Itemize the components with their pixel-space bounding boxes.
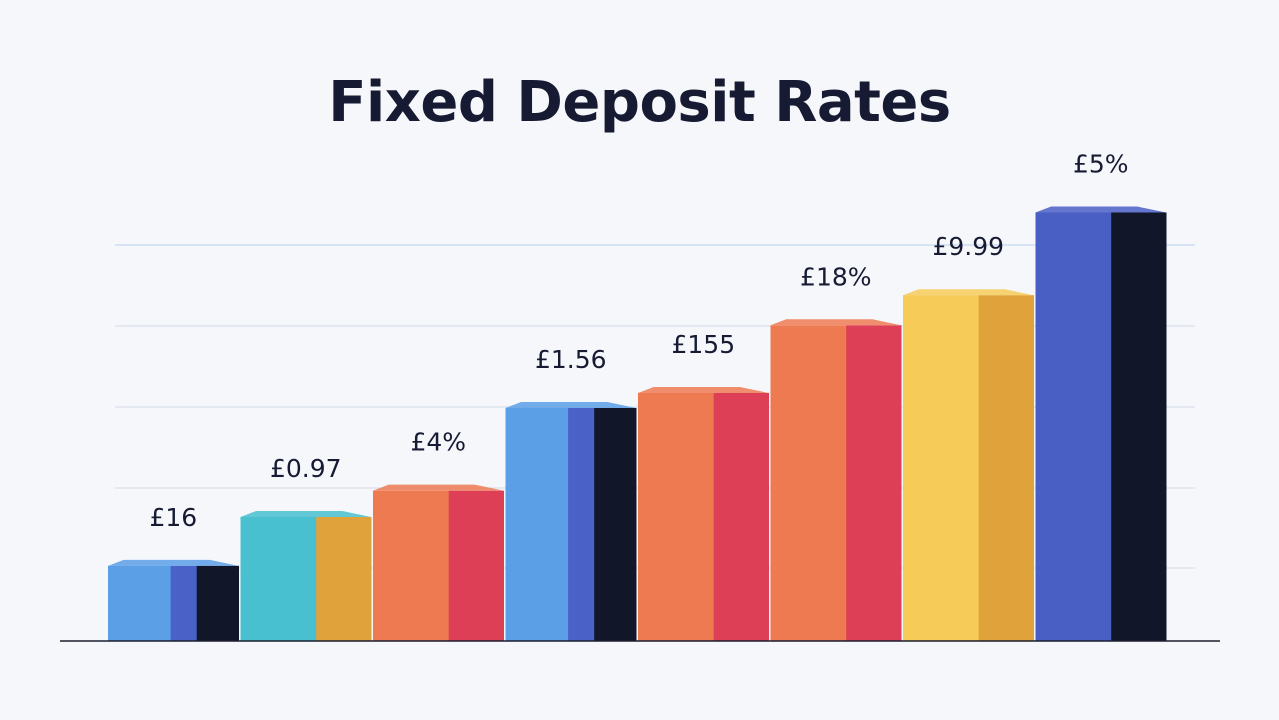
bar-segment bbox=[638, 393, 715, 641]
bar-cap bbox=[240, 510, 371, 517]
data-label: £155 bbox=[671, 330, 735, 359]
bar bbox=[108, 559, 239, 641]
data-label: £4% bbox=[411, 428, 467, 457]
data-label: £16 bbox=[149, 503, 197, 532]
bar bbox=[1035, 206, 1167, 641]
bar-cap bbox=[373, 484, 504, 491]
bar-segment bbox=[713, 393, 769, 641]
bar-segment bbox=[1035, 212, 1112, 641]
data-label: £0.97 bbox=[270, 454, 342, 483]
bar bbox=[373, 484, 504, 641]
bar-segment bbox=[316, 517, 372, 641]
data-label: £9.99 bbox=[933, 232, 1005, 261]
chart-title: Fixed Deposit Rates bbox=[328, 70, 951, 135]
bars bbox=[108, 206, 1167, 641]
bar-segment bbox=[770, 325, 847, 641]
bar-segment bbox=[170, 565, 198, 641]
bar-cap bbox=[770, 319, 901, 326]
bar-segment bbox=[448, 490, 504, 641]
bar-segment bbox=[846, 325, 902, 641]
bar-segment bbox=[903, 295, 980, 641]
bar-cap bbox=[505, 401, 636, 408]
bar-segment bbox=[373, 490, 450, 641]
bar-segment bbox=[108, 565, 172, 641]
bar bbox=[770, 319, 902, 641]
bar-segment bbox=[505, 408, 569, 641]
bar-cap bbox=[1035, 206, 1166, 213]
bar-cap bbox=[108, 559, 239, 566]
data-label: £5% bbox=[1073, 150, 1129, 179]
bar-cap bbox=[903, 289, 1034, 296]
bar-cap bbox=[638, 386, 769, 393]
bar-segment bbox=[594, 408, 637, 641]
bar-segment bbox=[240, 517, 317, 641]
bar bbox=[903, 289, 1034, 641]
bar bbox=[240, 510, 372, 641]
bar bbox=[505, 401, 637, 641]
bar-segment bbox=[1111, 212, 1167, 641]
bar-segment bbox=[978, 295, 1034, 641]
data-label: £18% bbox=[800, 262, 871, 291]
data-label: £1.56 bbox=[535, 345, 607, 374]
bar-segment bbox=[196, 565, 239, 641]
bar bbox=[638, 386, 769, 641]
value-labels: £16 £0.97 £4% £1.56 £155 £18% £9.99 £5% bbox=[149, 150, 1128, 532]
bar-segment bbox=[568, 408, 595, 641]
